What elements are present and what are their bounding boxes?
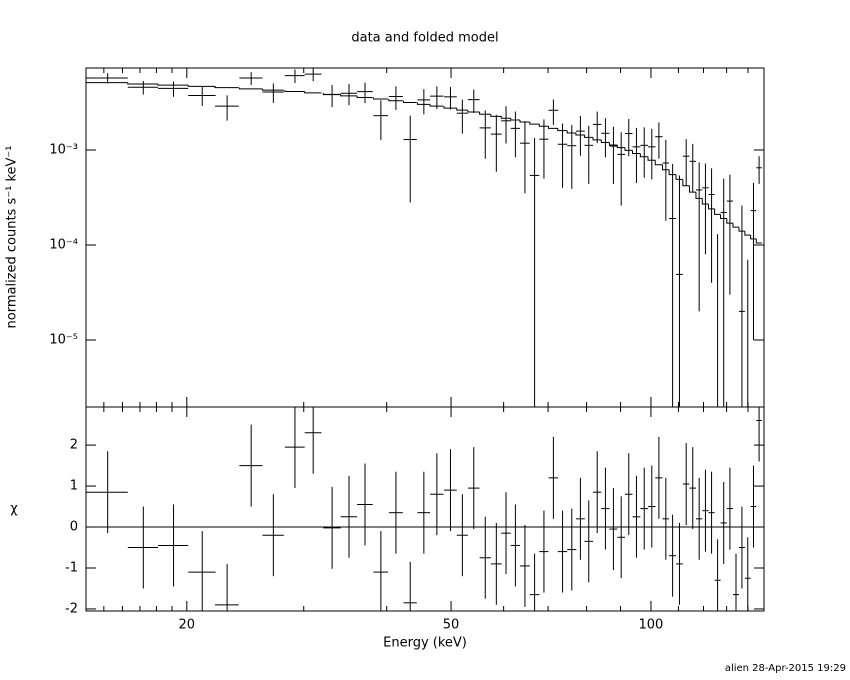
model-step (566, 130, 577, 134)
model-step (738, 227, 745, 232)
model-step (639, 153, 649, 158)
model-step (714, 208, 721, 215)
model-step (592, 137, 602, 141)
y-tick-label: 10⁻⁴ (49, 237, 78, 252)
model-step (529, 122, 540, 125)
model-step (575, 133, 585, 136)
model-step (187, 85, 216, 87)
model-step (675, 174, 683, 180)
x-tick-label: 20 (179, 618, 196, 633)
x-axis-label: Energy (keV) (383, 636, 467, 651)
model-step (624, 147, 633, 151)
model-step (744, 231, 751, 236)
model-step (701, 198, 709, 205)
model-step (500, 116, 511, 119)
y-tick-label: -1 (65, 560, 78, 575)
model-step (157, 84, 189, 86)
model-step (340, 94, 358, 97)
model-step (654, 160, 663, 166)
model-step (372, 97, 389, 100)
model-step (616, 144, 626, 149)
model-step (403, 100, 417, 104)
model-step (238, 87, 263, 90)
model-step (127, 82, 159, 85)
model-step (490, 114, 502, 117)
model-step (388, 99, 403, 102)
model-step (608, 142, 618, 146)
y-axis-label: χ (10, 502, 18, 517)
y-tick-label: -2 (65, 601, 78, 616)
y-tick-label: 1 (70, 479, 78, 494)
model-step (479, 112, 491, 115)
model-step (538, 124, 549, 127)
model-step (261, 88, 284, 91)
chart-title: data and folded model (351, 31, 498, 46)
model-step (750, 235, 757, 240)
model-step (510, 118, 520, 121)
model-step (519, 119, 530, 123)
model-step (322, 92, 341, 95)
model-step (732, 223, 739, 228)
model-step (304, 91, 322, 94)
top-plot (86, 68, 762, 407)
model-step (557, 128, 568, 132)
model-step (456, 108, 468, 111)
model-step (356, 95, 373, 99)
model-step (547, 126, 559, 129)
model-step (662, 164, 670, 171)
footer: alien 28-Apr-2015 19:29 (725, 663, 846, 674)
model-step (720, 214, 727, 220)
model-step (600, 139, 610, 143)
model-step (726, 218, 733, 224)
y-tick-label: 0 (70, 520, 78, 535)
x-tick-label: 100 (639, 618, 664, 633)
model-step (695, 192, 703, 199)
model-step (284, 90, 305, 92)
model-step (708, 204, 715, 210)
model-step (416, 102, 431, 105)
model-step (682, 179, 690, 187)
y-tick-label: 10⁻⁵ (49, 332, 78, 347)
model-step (583, 134, 594, 138)
bottom-plot (86, 407, 764, 611)
model-step (755, 238, 762, 244)
model-step (688, 185, 696, 193)
model-step (668, 169, 677, 176)
model-step (631, 150, 641, 154)
model-step (214, 86, 239, 89)
model-step (467, 110, 480, 113)
model-step (443, 106, 457, 109)
model-step (647, 156, 656, 161)
model-step (429, 104, 444, 107)
y-axis-label: normalized counts s⁻¹ keV⁻¹ (5, 146, 20, 329)
top-frame (85, 67, 765, 408)
x-tick-label: 50 (443, 618, 460, 633)
y-tick-label: 2 (70, 438, 78, 453)
bottom-frame (85, 406, 765, 612)
y-tick-label: 10⁻³ (49, 143, 78, 158)
